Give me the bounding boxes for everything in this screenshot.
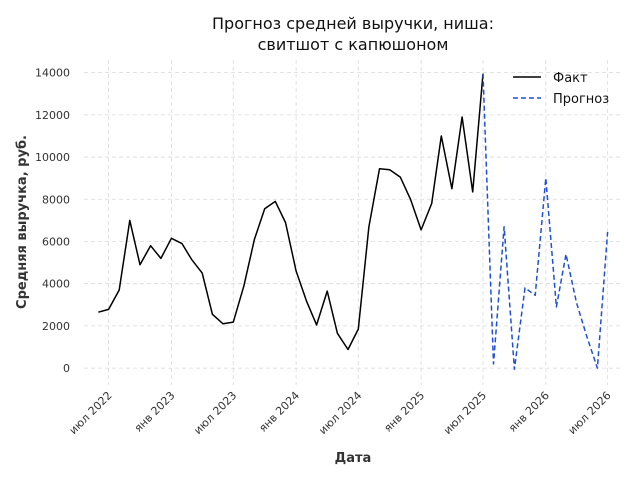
x-axis-label: Дата	[335, 451, 372, 466]
y-axis-ticks: 0 2000 4000 6000 8000 10000 12000 14000	[35, 67, 70, 375]
legend-label-fact: Факт	[553, 71, 588, 86]
y-tick-label-2: 4000	[42, 278, 70, 291]
y-tick-label-5: 10000	[35, 151, 70, 164]
y-tick-label-6: 12000	[35, 109, 70, 122]
y-tick-label-7: 14000	[35, 67, 70, 80]
y-tick-label-4: 8000	[42, 193, 70, 206]
chart-title-line-2: свитшот с капюшоном	[258, 35, 449, 54]
legend: Факт Прогноз	[513, 71, 609, 107]
grid	[84, 60, 623, 385]
series-line-0	[98, 73, 484, 351]
legend-label-forecast: Прогноз	[553, 92, 609, 107]
y-tick-label-0: 0	[63, 362, 70, 375]
y-tick-label-3: 6000	[42, 235, 70, 248]
chart-title-line-1: Прогноз средней выручки, ниша:	[212, 14, 494, 33]
series-line-1	[482, 73, 609, 370]
y-tick-label-1: 2000	[42, 320, 70, 333]
y-axis-label: Средняя выручка, руб.	[15, 135, 30, 309]
series-lines	[98, 73, 609, 370]
